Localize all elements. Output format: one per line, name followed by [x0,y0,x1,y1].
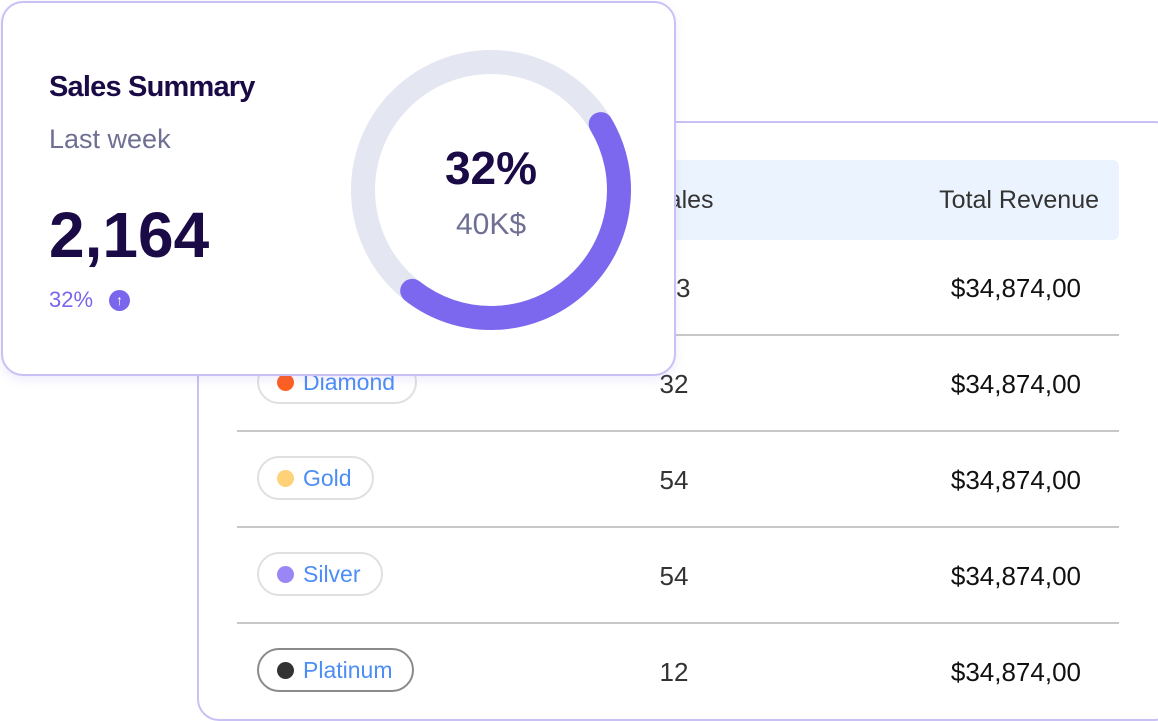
tier-sales-table: Sales Total Revenue 3 $34,874,00 Diamond 32… [197,121,1158,721]
change-value: 32% [49,287,94,312]
tier-dot-icon [277,373,294,391]
header-total-revenue: Total Revenue [939,186,1099,214]
tier-dot-icon [277,661,294,679]
revenue-value: $34,874,00 [950,561,1081,591]
revenue-value: $34,874,00 [950,465,1081,495]
tier-badge[interactable]: Silver [257,552,383,596]
donut-chart [351,50,631,330]
table-row: 3 $34,874,00 [237,240,1119,336]
sales-summary-card: Sales Summary Last week 2,164 32% ↑ 32% … [1,1,676,376]
revenue-value: $34,874,00 [950,273,1081,303]
tier-badge[interactable]: Platinum [257,648,415,692]
sales-count: 12 [659,657,689,687]
revenue-value: $34,874,00 [950,657,1081,687]
tier-badge[interactable]: Gold [257,456,374,500]
sales-count: 3 [676,273,691,303]
change-indicator: 32% ↑ [49,287,131,313]
sales-count: 32 [659,369,689,399]
total-sales: 2,164 [49,199,210,271]
row-divider [237,526,1119,528]
arrow-up-icon: ↑ [109,289,131,311]
donut-progress-arc [400,112,631,330]
tier-name: Silver [303,560,361,587]
tier-name: Gold [303,464,352,491]
card-title: Sales Summary [49,71,255,103]
tier-dot-icon [277,565,294,583]
sales-count: 54 [659,561,689,591]
tier-dot-icon [277,469,294,487]
donut-percent: 32% [444,142,538,194]
donut-amount: 40K$ [455,208,527,241]
row-divider [237,622,1119,624]
row-divider [237,334,1119,336]
sales-count: 54 [659,465,689,495]
tier-name: Platinum [303,656,393,683]
row-divider [237,430,1119,432]
table-row: Platinum 12 $34,874,00 [237,624,1119,720]
table-row: Silver 54 $34,874,00 [237,528,1119,624]
revenue-value: $34,874,00 [950,369,1081,399]
period-label: Last week [49,124,171,154]
table-row: Gold 54 $34,874,00 [237,432,1119,528]
